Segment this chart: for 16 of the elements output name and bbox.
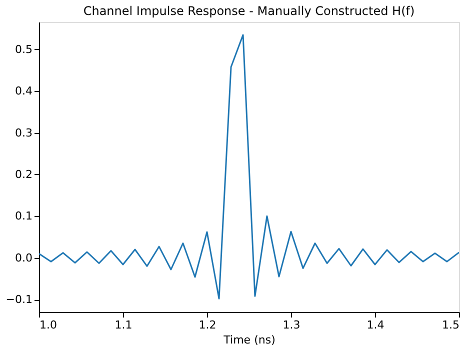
line-series — [39, 34, 459, 300]
y-tick-label: 0.4 — [15, 84, 32, 98]
y-tick-label: 0.2 — [15, 168, 32, 181]
y-tick-label: −0.1 — [6, 293, 32, 306]
y-tick-label: 0.5 — [15, 43, 32, 56]
y-tick-label: 0.3 — [15, 126, 32, 140]
x-axis-title: Time (ns) — [222, 334, 276, 346]
chart-title: Channel Impulse Response - Manually Constructed H(f) — [83, 4, 415, 18]
x-tick-label: 1.3 — [282, 318, 300, 332]
y-tick-label: 0.1 — [15, 210, 32, 223]
y-tick-label: 0.0 — [15, 251, 32, 264]
x-tick-label: 1.0 — [40, 318, 57, 332]
x-tick-label: 1.2 — [198, 318, 216, 332]
x-tick-label: 1.4 — [366, 318, 384, 332]
x-tick-label: 1.5 — [442, 318, 460, 332]
x-tick-label: 1.1 — [114, 318, 132, 332]
